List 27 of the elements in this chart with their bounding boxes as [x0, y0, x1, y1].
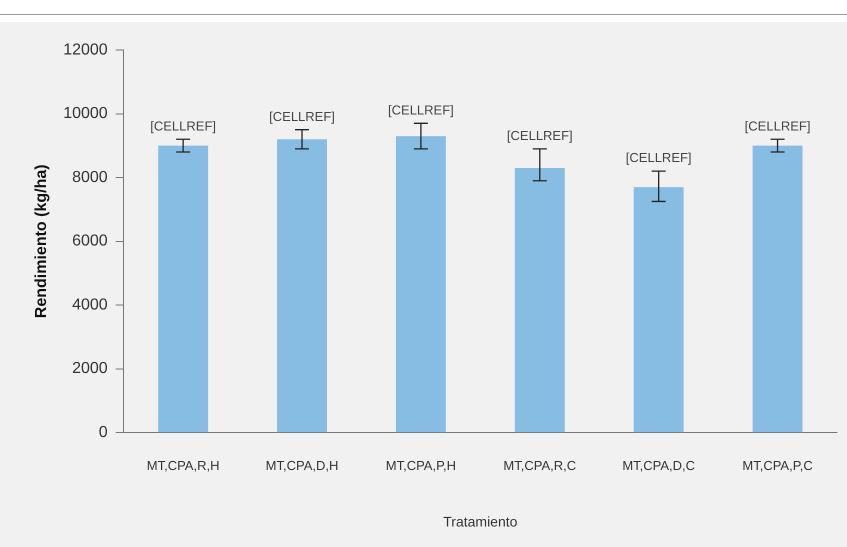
y-tick-label: 0: [98, 424, 108, 442]
y-tick-label: 12000: [63, 41, 108, 58]
x-tick-label: MT,CPA,R,H: [146, 458, 220, 473]
data-label: [CELLREF]: [150, 118, 216, 134]
x-tick-label: MT,CPA,D,H: [266, 458, 338, 473]
y-tick-label: 6000: [72, 232, 108, 250]
data-label: [CELLREF]: [626, 150, 692, 166]
bar: [634, 187, 684, 432]
bar: [396, 136, 446, 432]
bar: [752, 146, 803, 432]
x-tick-label: MT,CPA,R,C: [503, 458, 576, 473]
data-label: [CELLREF]: [744, 118, 810, 134]
bar: [514, 168, 565, 432]
x-tick-label: MT,CPA,D,C: [622, 458, 696, 473]
y-tick-label: 4000: [72, 296, 108, 314]
bar: [158, 146, 208, 432]
x-tick-label: MT,CPA,P,H: [386, 458, 456, 473]
data-label: [CELLREF]: [388, 102, 454, 118]
y-tick-label: 10000: [63, 105, 108, 122]
x-tick-label: MT,CPA,P,C: [742, 458, 813, 473]
data-label: [CELLREF]: [269, 108, 335, 124]
y-axis-title: Rendimiento (kg/ha): [33, 164, 50, 318]
y-tick-label: 8000: [72, 168, 108, 186]
x-axis-title: Tratamiento: [443, 513, 518, 530]
data-label: [CELLREF]: [506, 128, 573, 143]
y-tick-label: 2000: [72, 360, 108, 378]
bar: [277, 139, 327, 432]
